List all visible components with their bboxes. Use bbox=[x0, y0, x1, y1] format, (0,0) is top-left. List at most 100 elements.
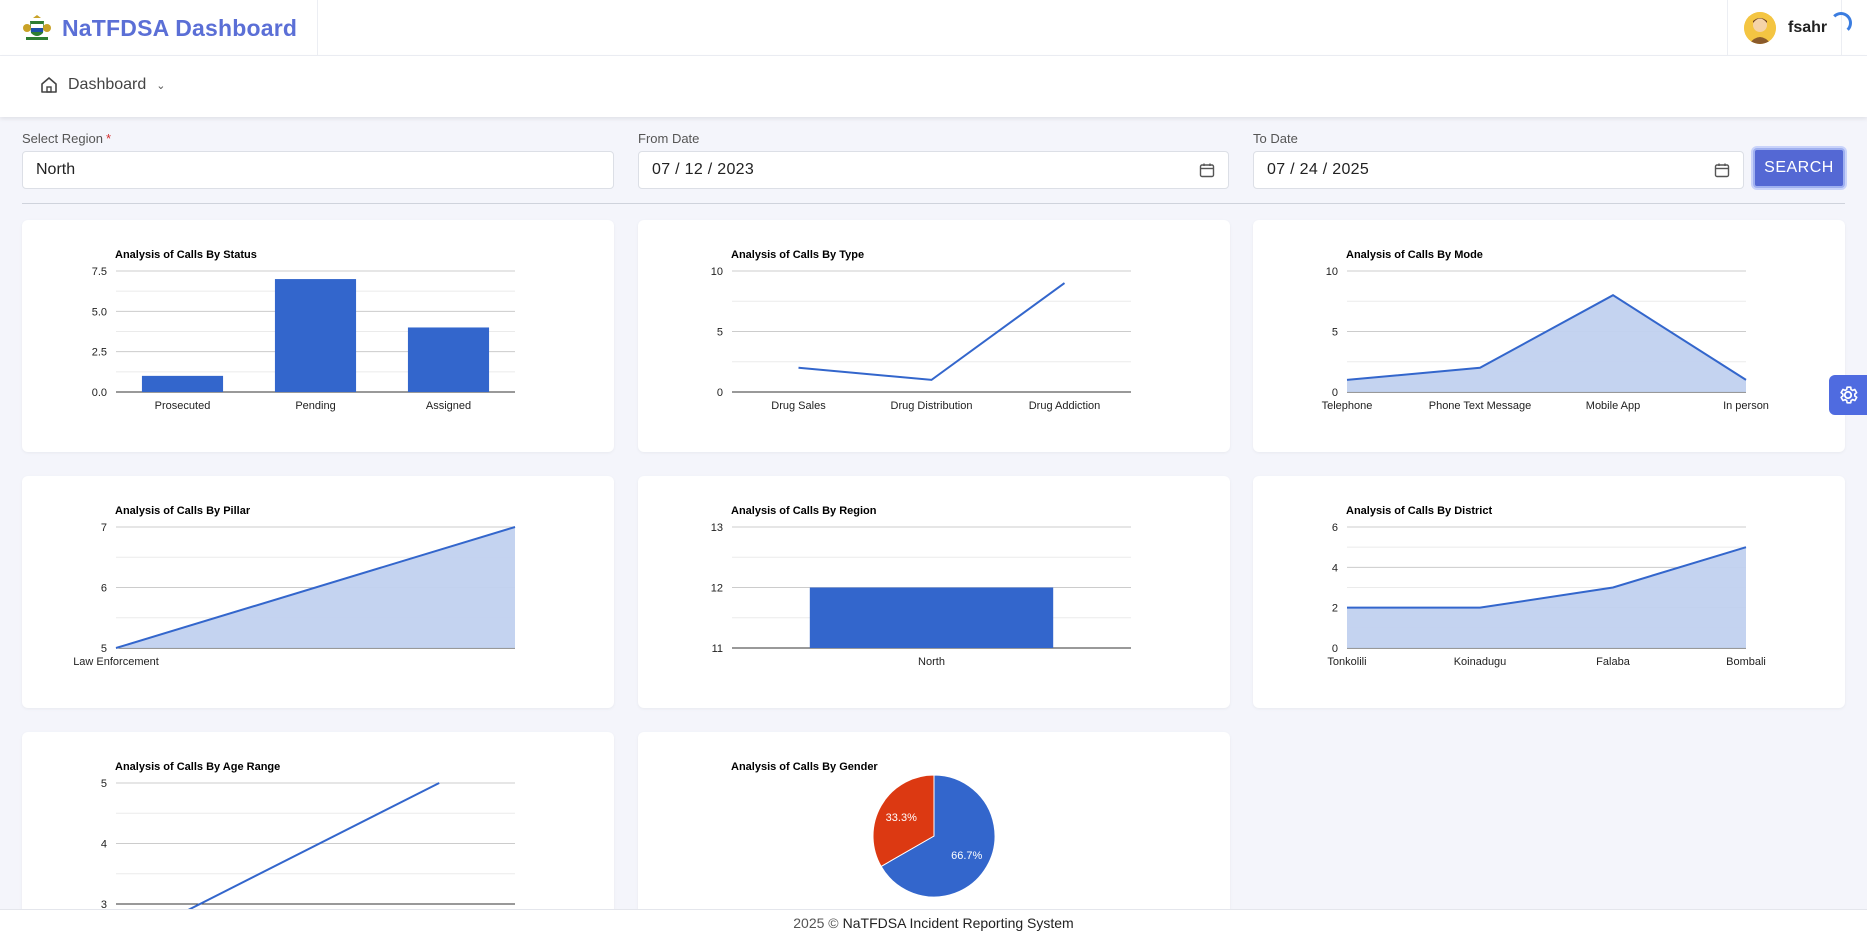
y-tick-label: 0 bbox=[1332, 387, 1338, 399]
brand[interactable]: NaTFDSA Dashboard bbox=[0, 0, 318, 56]
chart-age-range: 3 4 5 bbox=[101, 778, 515, 917]
area-fill bbox=[1347, 295, 1746, 392]
y-tick-label: 5 bbox=[101, 643, 107, 655]
footer-system-name: NaTFDSA Incident Reporting System bbox=[842, 914, 1074, 931]
calendar-icon[interactable] bbox=[1714, 162, 1730, 178]
divider bbox=[22, 203, 1845, 204]
region-filter: Select Region * North bbox=[22, 131, 614, 189]
sub-navigation-bar: Dashboard ⌄ bbox=[0, 56, 1867, 117]
chart-card-mode: Analysis of Calls By Mode 0 5 10 Telephone P… bbox=[1253, 220, 1845, 452]
pie-slice-label: 33.3% bbox=[886, 812, 917, 824]
bar bbox=[141, 375, 224, 392]
to-date-filter: To Date 07 / 24 / 2025 bbox=[1253, 131, 1744, 189]
chart-gender: 66.7% 33.3% bbox=[872, 774, 996, 898]
x-tick-label: Drug Sales bbox=[771, 400, 826, 412]
chart-title: Analysis of Calls By Type bbox=[731, 249, 865, 261]
chart-mode: 0 5 10 Telephone Phone Text Message Mobile Ap… bbox=[1322, 266, 1769, 412]
x-tick-label: Phone Text Message bbox=[1429, 400, 1532, 412]
y-tick-label: 2.5 bbox=[92, 347, 107, 359]
y-tick-label: 10 bbox=[711, 266, 723, 278]
nav-dashboard[interactable]: Dashboard ⌄ bbox=[40, 76, 166, 94]
from-date-label: From Date bbox=[638, 131, 700, 146]
chart-region: 11 12 13 North bbox=[711, 522, 1131, 668]
x-tick-label: North bbox=[918, 656, 945, 668]
x-tick-label: Law Enforcement bbox=[73, 656, 159, 668]
chevron-down-icon: ⌄ bbox=[156, 79, 166, 92]
chart-title: Analysis of Calls By Pillar bbox=[115, 505, 251, 517]
home-icon bbox=[41, 77, 57, 93]
chart-title: Analysis of Calls By Status bbox=[115, 249, 257, 261]
pie-slice bbox=[872, 774, 935, 868]
pie-slice-label: 66.7% bbox=[951, 850, 982, 862]
app-title: NaTFDSA Dashboard bbox=[62, 14, 298, 41]
x-tick-label: Assigned bbox=[426, 400, 471, 412]
y-tick-label: 5.0 bbox=[92, 306, 107, 318]
chart-card-age-range: Analysis of Calls By Age Range 3 4 5 bbox=[22, 732, 614, 932]
bar bbox=[809, 587, 1054, 648]
user-menu[interactable]: fsahr bbox=[1727, 0, 1842, 56]
y-tick-label: 5 bbox=[101, 778, 107, 790]
y-tick-label: 4 bbox=[1332, 562, 1338, 574]
y-tick-label: 7.5 bbox=[92, 266, 107, 278]
x-tick-label: Drug Distribution bbox=[891, 400, 973, 412]
chart-title: Analysis of Calls By Gender bbox=[731, 761, 878, 773]
pie-slice bbox=[880, 774, 996, 898]
chart-type: 0 5 10 Drug Sales Drug Distribution Drug Addi… bbox=[711, 266, 1131, 412]
x-tick-label: Mobile App bbox=[1586, 400, 1640, 412]
avatar bbox=[1744, 12, 1776, 44]
y-tick-label: 7 bbox=[101, 522, 107, 534]
to-date-value: 07 / 24 / 2025 bbox=[1267, 161, 1370, 178]
x-tick-label: In person bbox=[1723, 400, 1769, 412]
user-name: fsahr bbox=[1788, 19, 1828, 36]
footer: 2025 © NaTFDSA Incident Reporting System bbox=[0, 909, 1867, 935]
chart-status: 0.0 2.5 5.0 7.5 Prosecuted Pending Assigned bbox=[92, 266, 515, 412]
x-tick-label: Koinadugu bbox=[1454, 656, 1507, 668]
bar bbox=[274, 279, 357, 392]
footer-year: 2025 © bbox=[793, 914, 839, 931]
y-tick-label: 3 bbox=[101, 899, 107, 911]
y-tick-label: 10 bbox=[1326, 266, 1338, 278]
calendar-icon[interactable] bbox=[1199, 162, 1215, 178]
settings-button[interactable] bbox=[1829, 375, 1867, 415]
x-tick-label: Bombali bbox=[1726, 656, 1766, 668]
chart-title: Analysis of Calls By Mode bbox=[1346, 249, 1483, 261]
search-button[interactable]: SEARCH bbox=[1753, 148, 1845, 188]
to-date-input[interactable]: 07 / 24 / 2025 bbox=[1253, 151, 1744, 189]
y-tick-label: 2 bbox=[1332, 603, 1338, 615]
y-tick-label: 4 bbox=[101, 839, 107, 851]
region-select[interactable]: North bbox=[22, 151, 614, 189]
y-tick-label: 5 bbox=[1332, 327, 1338, 339]
top-bar: NaTFDSA Dashboard fsahr bbox=[0, 0, 1867, 56]
from-date-filter: From Date 07 / 12 / 2023 bbox=[638, 131, 1229, 189]
y-tick-label: 13 bbox=[711, 522, 723, 534]
from-date-input[interactable]: 07 / 12 / 2023 bbox=[638, 151, 1229, 189]
chart-title: Analysis of Calls By Age Range bbox=[115, 761, 281, 773]
series-line bbox=[1347, 546, 1747, 609]
from-date-value: 07 / 12 / 2023 bbox=[652, 161, 755, 178]
y-tick-label: 6 bbox=[101, 583, 107, 595]
series-line bbox=[115, 526, 516, 649]
chart-card-type: Analysis of Calls By Type 0 5 10 Drug Sales… bbox=[638, 220, 1230, 452]
y-tick-label: 11 bbox=[712, 643, 723, 655]
y-tick-label: 0 bbox=[717, 387, 723, 399]
x-tick-label: Pending bbox=[295, 400, 335, 412]
region-value: North bbox=[36, 161, 76, 178]
gear-icon bbox=[1840, 386, 1858, 404]
y-tick-label: 0 bbox=[1332, 643, 1338, 655]
chart-title: Analysis of Calls By Region bbox=[731, 505, 877, 517]
to-date-label: To Date bbox=[1253, 131, 1298, 146]
chart-card-gender: Analysis of Calls By Gender 66.7% 33.3% bbox=[638, 732, 1230, 932]
y-tick-label: 6 bbox=[1332, 522, 1338, 534]
chart-card-region: Analysis of Calls By Region 11 12 13 North bbox=[638, 476, 1230, 708]
region-label: Select Region * bbox=[22, 131, 112, 146]
series-line bbox=[798, 282, 1066, 381]
chart-card-district: Analysis of Calls By District 0 2 4 6 Tonkol… bbox=[1253, 476, 1845, 708]
user-avatar-icon bbox=[1744, 12, 1776, 44]
x-tick-label: Telephone bbox=[1322, 400, 1373, 412]
nav-dashboard-label: Dashboard bbox=[68, 76, 147, 93]
bar bbox=[407, 327, 490, 392]
chart-title: Analysis of Calls By District bbox=[1346, 505, 1493, 517]
chart-district: 0 2 4 6 Tonkolili Koinadugu Falaba Bombali bbox=[1327, 522, 1766, 668]
x-tick-label: Prosecuted bbox=[155, 400, 211, 412]
coat-of-arms-logo bbox=[23, 15, 51, 40]
